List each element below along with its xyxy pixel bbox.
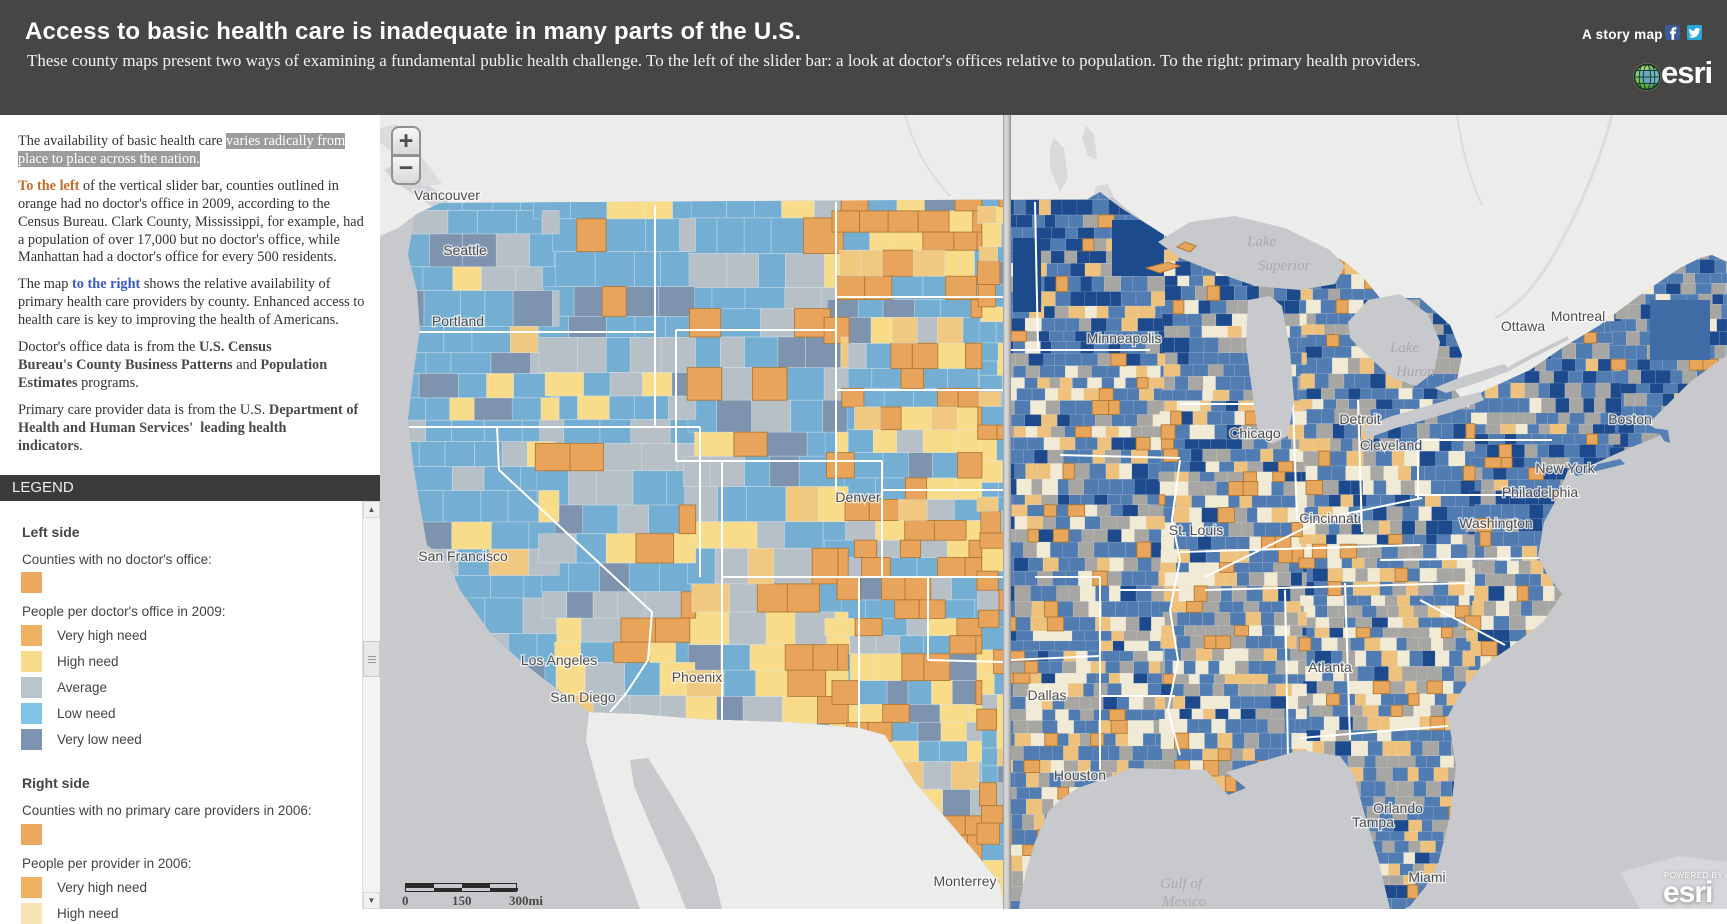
svg-text:Miami: Miami [1408, 869, 1445, 885]
svg-text:Vancouver: Vancouver [414, 187, 480, 203]
svg-text:Tampa: Tampa [1352, 814, 1394, 830]
svg-text:Minneapolis: Minneapolis [1087, 330, 1162, 346]
svg-text:Detroit: Detroit [1339, 411, 1380, 427]
svg-text:Chicago: Chicago [1229, 425, 1281, 441]
svg-text:Monterrey: Monterrey [933, 873, 996, 889]
svg-text:San Francisco: San Francisco [418, 548, 508, 564]
svg-text:Philadelphia: Philadelphia [1502, 484, 1578, 500]
svg-text:Cincinnati: Cincinnati [1299, 510, 1360, 526]
svg-text:Denver: Denver [835, 489, 880, 505]
svg-text:Ottawa: Ottawa [1501, 318, 1546, 334]
svg-text:Lake: Lake [1246, 234, 1277, 250]
svg-text:Seattle: Seattle [443, 242, 487, 258]
svg-text:Boston: Boston [1608, 411, 1652, 427]
svg-text:Lake: Lake [1389, 340, 1420, 356]
svg-text:Cleveland: Cleveland [1360, 437, 1422, 453]
svg-text:Portland: Portland [432, 313, 484, 329]
svg-text:Superior: Superior [1258, 258, 1311, 274]
svg-text:Dallas: Dallas [1028, 687, 1067, 703]
svg-text:San Diego: San Diego [550, 689, 616, 705]
svg-text:St. Louis: St. Louis [1169, 522, 1223, 538]
svg-text:Los Angeles: Los Angeles [521, 652, 597, 668]
svg-text:Huron: Huron [1395, 364, 1435, 380]
svg-text:Gulf of: Gulf of [1160, 876, 1204, 892]
svg-text:Phoenix: Phoenix [672, 669, 723, 685]
svg-text:Mexico: Mexico [1161, 894, 1207, 909]
svg-text:Atlanta: Atlanta [1308, 659, 1352, 675]
svg-text:Houston: Houston [1054, 767, 1106, 783]
svg-text:New York: New York [1535, 460, 1595, 476]
svg-text:Orlando: Orlando [1373, 800, 1423, 816]
svg-text:Washington: Washington [1459, 515, 1532, 531]
svg-text:Montreal: Montreal [1551, 308, 1605, 324]
